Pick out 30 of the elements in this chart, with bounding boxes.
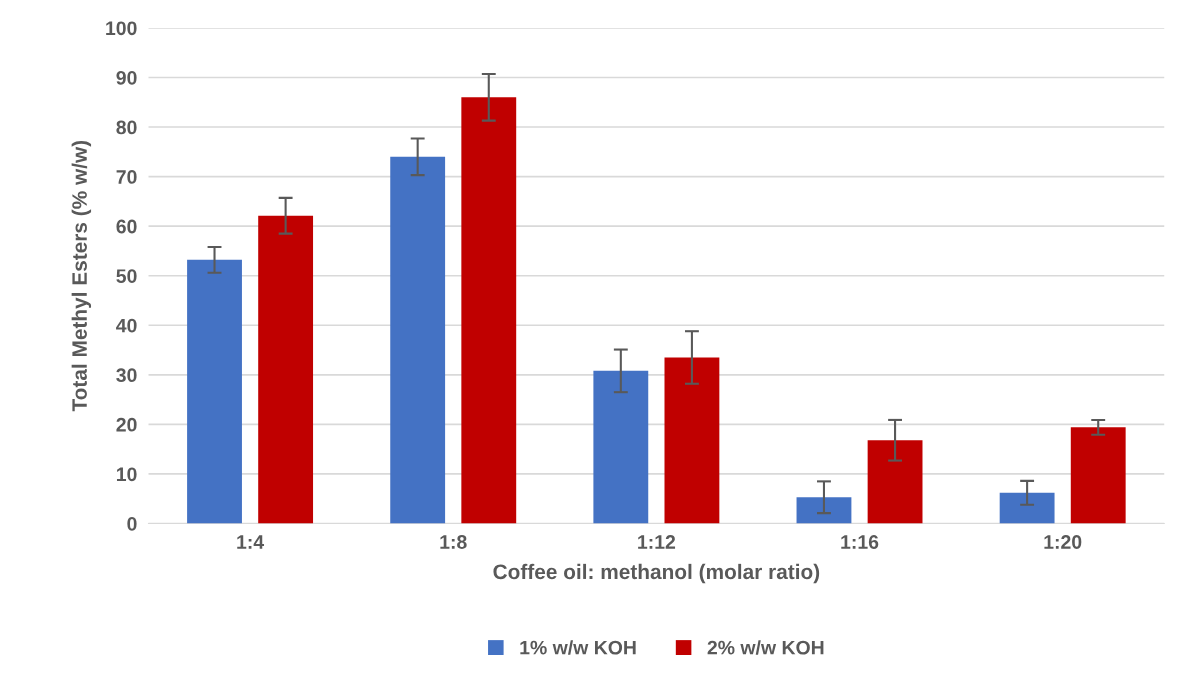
bar <box>664 357 720 524</box>
y-tick-label: 20 <box>116 417 137 432</box>
x-axis-title: Coffee oil: methanol (molar ratio) <box>493 563 820 584</box>
bar <box>390 156 446 524</box>
bar <box>796 497 852 524</box>
legend-label: 1% w/w KOH <box>520 640 636 655</box>
x-tick-label: 1:20 <box>1044 535 1082 549</box>
y-tick-label: 70 <box>116 170 137 184</box>
x-tick-label: 1:12 <box>638 535 676 549</box>
y-tick-label: 0 <box>127 516 137 531</box>
bar <box>999 492 1055 524</box>
x-tick-label: 1:8 <box>440 535 467 549</box>
bar <box>461 97 517 524</box>
bar <box>593 370 649 524</box>
x-tick-label: 1:4 <box>237 535 265 549</box>
y-tick-label: 10 <box>116 467 137 482</box>
y-tick-label: 80 <box>116 120 137 135</box>
bar <box>867 440 923 524</box>
y-tick-label: 90 <box>116 70 137 85</box>
y-tick-label: 50 <box>116 269 137 283</box>
bar <box>258 215 314 524</box>
y-axis-title: Total Methyl Esters (% w/w) <box>71 140 92 412</box>
bar <box>187 259 242 524</box>
y-tick-label: 30 <box>116 368 137 383</box>
legend-label: 2% w/w KOH <box>707 640 824 655</box>
y-tick-label: 60 <box>116 219 137 234</box>
bar <box>1070 427 1126 524</box>
x-tick-label: 1:16 <box>841 535 879 549</box>
y-tick-label: 40 <box>116 318 137 333</box>
y-tick-label: 100 <box>106 21 137 36</box>
